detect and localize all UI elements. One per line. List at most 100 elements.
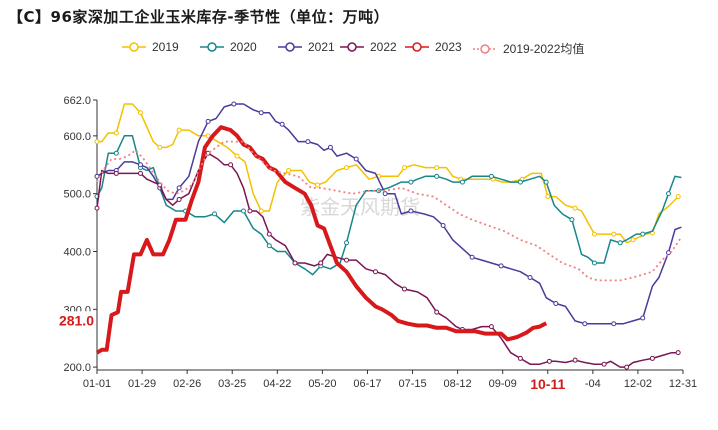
series-point bbox=[517, 355, 523, 361]
legend-item-2020[interactable]: 2020 bbox=[200, 40, 257, 54]
series-point bbox=[488, 324, 494, 330]
x-tick-label: 09-09 bbox=[489, 378, 517, 390]
series-line-2019-2022均值 bbox=[96, 140, 683, 282]
series-point bbox=[113, 170, 119, 176]
series-point bbox=[546, 358, 552, 364]
series-point bbox=[617, 240, 623, 246]
legend-item-2022[interactable]: 2022 bbox=[340, 40, 397, 54]
series-point bbox=[247, 208, 253, 214]
series-point bbox=[266, 231, 272, 237]
series-point bbox=[241, 208, 246, 214]
current-value-bg bbox=[48, 311, 96, 330]
series-point bbox=[675, 350, 681, 356]
legend-item-2019[interactable]: 2019 bbox=[122, 40, 179, 54]
series-point bbox=[434, 309, 440, 315]
x-tick-label: 12-02 bbox=[624, 378, 652, 390]
y-tick-label: 400.0 bbox=[63, 246, 91, 258]
series-point bbox=[408, 208, 414, 214]
series-point bbox=[527, 274, 533, 280]
x-tick-label: 08-12 bbox=[444, 378, 472, 390]
legend-marker-icon bbox=[473, 43, 497, 54]
current-date-bg bbox=[521, 374, 574, 392]
series-point bbox=[94, 173, 100, 179]
series-line-2021 bbox=[96, 103, 682, 325]
current-value-label: 281.0 bbox=[59, 312, 94, 328]
series-point bbox=[205, 133, 211, 139]
series-point bbox=[205, 150, 211, 156]
x-tick-label: -04 bbox=[585, 378, 601, 390]
series-point bbox=[582, 321, 588, 327]
series-point bbox=[231, 101, 237, 107]
series-point bbox=[630, 237, 636, 243]
y-tick-label: 200.0 bbox=[63, 362, 91, 374]
series-point bbox=[543, 179, 549, 185]
series-point bbox=[137, 170, 143, 176]
x-tick-label: 02-26 bbox=[173, 378, 201, 390]
legend-item-2023[interactable]: 2023 bbox=[405, 40, 462, 54]
x-tick-label: 03-25 bbox=[218, 378, 246, 390]
series-point bbox=[286, 168, 292, 174]
series-point bbox=[212, 211, 218, 217]
legend-marker-icon bbox=[278, 42, 302, 52]
y-tick-label: 600.0 bbox=[63, 131, 91, 143]
x-tick-label: 05-20 bbox=[308, 378, 336, 390]
legend-marker-icon bbox=[122, 42, 146, 52]
series-point bbox=[327, 144, 333, 150]
series-point bbox=[572, 357, 578, 363]
series-point bbox=[258, 110, 264, 116]
series-point bbox=[498, 263, 504, 269]
series-point bbox=[344, 240, 350, 246]
series-point bbox=[545, 194, 551, 200]
legend-label: 2020 bbox=[230, 40, 257, 54]
series-line-2020 bbox=[96, 135, 682, 276]
series-point bbox=[640, 231, 646, 237]
legend-label: 2023 bbox=[435, 40, 462, 54]
series-point bbox=[459, 179, 465, 185]
series-point bbox=[94, 139, 100, 145]
legend-label: 2021 bbox=[308, 40, 335, 54]
series-point bbox=[488, 173, 494, 179]
series-point bbox=[401, 286, 407, 292]
series-point bbox=[611, 321, 617, 327]
legend-item-2021[interactable]: 2021 bbox=[278, 40, 335, 54]
legend-label: 2019-2022均值 bbox=[503, 42, 585, 56]
legend-marker-icon bbox=[340, 42, 364, 52]
series-point bbox=[434, 165, 440, 171]
series-point bbox=[113, 150, 119, 156]
series-point bbox=[234, 153, 240, 159]
chart-title: 【C】96家深加工企业玉米库存-季节性（单位：万吨） bbox=[8, 8, 390, 26]
legend-item-2019-2022均值[interactable]: 2019-2022均值 bbox=[473, 40, 584, 57]
series-point bbox=[373, 269, 379, 275]
series-point bbox=[640, 315, 646, 321]
x-tick-label: 12-31 bbox=[669, 378, 697, 390]
watermark: 紫金天风期货 bbox=[300, 196, 420, 219]
series-point bbox=[675, 194, 681, 200]
series-point bbox=[591, 231, 597, 237]
series-point bbox=[315, 182, 321, 188]
series-point bbox=[113, 130, 119, 136]
series-point bbox=[401, 165, 407, 171]
series-point bbox=[94, 205, 100, 211]
series-point bbox=[176, 196, 182, 202]
series-point bbox=[266, 243, 272, 249]
series-point bbox=[344, 257, 350, 263]
series-point bbox=[305, 139, 311, 145]
current-date-label: 10-11 bbox=[530, 376, 565, 392]
series-line-2019 bbox=[97, 103, 679, 244]
series-point bbox=[601, 361, 607, 367]
legend: 2019 2020 2021 2022 2023 2019-2022均值 bbox=[0, 40, 718, 60]
series-point bbox=[469, 254, 475, 260]
series-point bbox=[382, 191, 388, 197]
y-tick-label: 500.0 bbox=[63, 189, 91, 201]
series-point bbox=[649, 355, 655, 361]
series-point bbox=[137, 162, 143, 168]
x-tick-label: 07-15 bbox=[398, 378, 426, 390]
series-line-2023 bbox=[95, 125, 548, 355]
series-point bbox=[572, 205, 578, 211]
series-point bbox=[591, 260, 597, 266]
series-point bbox=[517, 179, 523, 185]
series-point bbox=[344, 165, 350, 171]
series-point bbox=[137, 110, 143, 116]
